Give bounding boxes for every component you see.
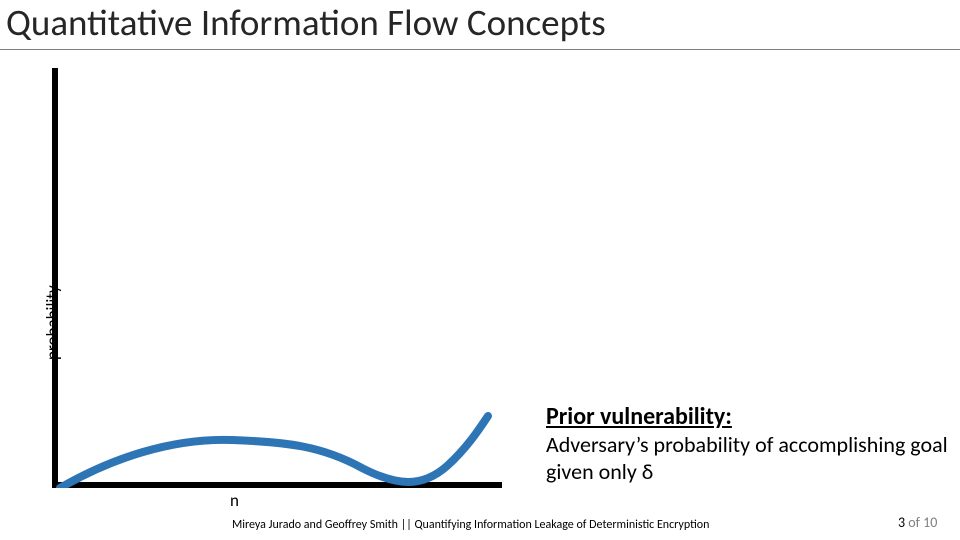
page-sep: of <box>905 514 923 531</box>
prior-vulnerability-callout: Prior vulnerability: Adversary’s probabi… <box>546 402 956 485</box>
footer-authors: Mireya Jurado and Geoffrey Smith || Quan… <box>232 518 709 532</box>
callout-body: Adversary’s probability of accomplishing… <box>546 431 956 485</box>
probability-curve <box>60 416 488 488</box>
page-total: 10 <box>923 514 937 531</box>
x-axis-label: n <box>230 490 239 511</box>
callout-title: Prior vulnerability: <box>546 402 956 431</box>
title-underline <box>0 49 960 50</box>
probability-chart <box>52 68 502 488</box>
chart-svg <box>52 68 502 488</box>
page-title: Quantitative Information Flow Concepts <box>6 0 606 45</box>
footer-page: 3 of 10 <box>898 514 937 531</box>
y-axis-label: probability <box>42 285 63 360</box>
